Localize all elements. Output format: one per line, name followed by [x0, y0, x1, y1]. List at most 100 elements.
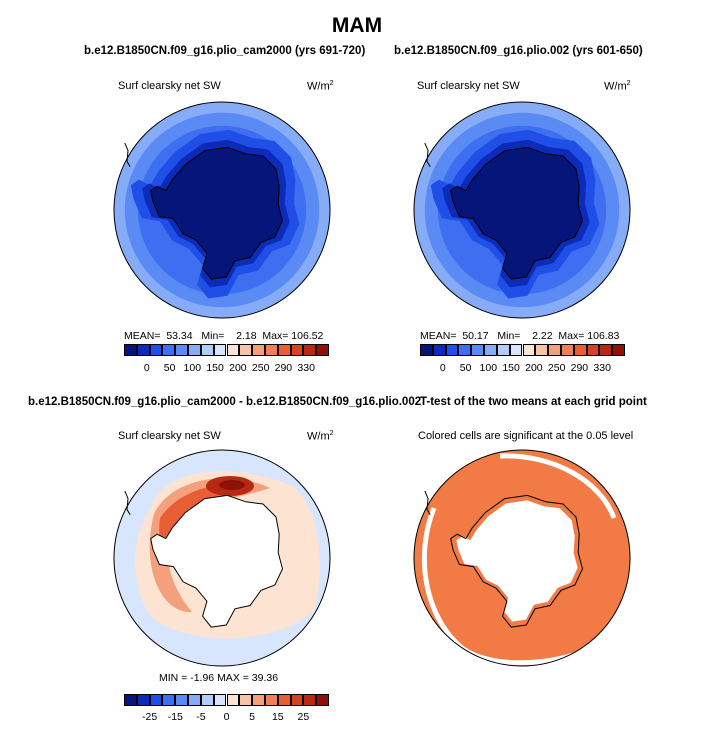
panel2-colorbar-cell — [471, 344, 485, 356]
panel2-colorbar-cell — [445, 344, 459, 356]
panel2-map-border — [413, 101, 631, 319]
panel1-colorbar-cell — [264, 344, 278, 356]
panel1-colorbar-cell — [149, 344, 163, 356]
panel2-mean-value: 50.17 — [462, 330, 489, 342]
panel2-colorbar-tick: 150 — [502, 362, 520, 374]
panel1-colorbar-tick: 200 — [229, 362, 247, 374]
panel1-colorbar-cell — [316, 344, 329, 356]
panel4-map-border — [413, 449, 631, 667]
panel1-min-value: 2.18 — [236, 330, 257, 342]
panel3-colorbar-cell — [316, 694, 329, 706]
panel3-colorbar-cell — [175, 694, 189, 706]
panel2-colorbar-cell — [599, 344, 613, 356]
panel1-colorbar-tick: 330 — [297, 362, 315, 374]
panel1-case-title: b.e12.B1850CN.f09_g16.plio_cam2000 (yrs … — [84, 45, 366, 57]
panel3-colorbar-cell — [149, 694, 163, 706]
panel3-strong-warm-band — [159, 484, 252, 542]
panel1-colorbar-cell — [277, 344, 291, 356]
panel1-colorbar-tick: 290 — [274, 362, 293, 374]
panel1-colorbar-tick: 0 — [143, 362, 150, 374]
panel2-colorbar-cell — [432, 344, 446, 356]
panel1-colorbar-cell — [136, 344, 150, 356]
panel2-colorbar-tick: 290 — [570, 362, 589, 374]
panel2-colorbar-cell — [522, 344, 536, 356]
panel2-colorbar-cell — [420, 344, 433, 356]
panel2-colorbar-tick: 100 — [479, 362, 498, 374]
panel3-colorbar-cell — [290, 694, 304, 706]
panel1-colorbar-tick: 100 — [183, 362, 202, 374]
panel3-colorbar-cell — [277, 694, 291, 706]
panel2-colorbar-cell — [612, 344, 625, 356]
panel1-units: W/m2 — [307, 80, 334, 93]
panel2-colorbar-cell — [458, 344, 472, 356]
panel2-colorbar-cell — [560, 344, 574, 356]
panel2-colorbar-cell — [586, 344, 600, 356]
panel1-colorbar-ticks: 0 50 100 150 200 250 290 330 — [124, 362, 329, 376]
panel1-colorbar-tick: 250 — [251, 362, 270, 374]
panel1-colorbar-cell — [303, 344, 317, 356]
panel2-antarctica — [450, 146, 584, 280]
panel3-colorbar-cell — [303, 694, 317, 706]
panel1-mean-value: 53.34 — [166, 330, 193, 342]
panel1-colorbar-cell — [188, 344, 201, 356]
panel1-antarctica — [150, 146, 284, 280]
panel2-colorbar-tick: 250 — [547, 362, 566, 374]
panel2-colorbar-tick: 330 — [593, 362, 611, 374]
panel1-colorbar-cell — [252, 344, 265, 356]
panel3-max-region — [219, 480, 245, 490]
panel3-colorbar-cell — [252, 694, 265, 706]
panel2-colorbar-ticks: 0 50 100 150 200 250 290 330 — [420, 362, 625, 376]
panel2-colorbar-cell — [509, 344, 523, 356]
panel2-stats: MEAN= 50.17 Min= 2.22 Max= 106.83 — [420, 330, 620, 342]
panel1-max-value: 106.52 — [291, 330, 324, 342]
panel1-colorbar-cell — [175, 344, 189, 356]
panel3-colorbar-tick: -5 — [196, 711, 206, 723]
panel1-colorbar-cell — [213, 344, 227, 356]
panel4-nonsig-arc-north — [499, 453, 617, 519]
panel3-colorbar-cell — [124, 694, 137, 706]
panel2-max-value: 106.83 — [587, 330, 620, 342]
panel1-colorbar-cell — [124, 344, 137, 356]
panel2-colorbar-tick: 0 — [439, 362, 446, 374]
panel3-colorbar-cell — [264, 694, 278, 706]
panel3-colorbar-cell — [226, 694, 240, 706]
panel2-colorbar-cell — [484, 344, 497, 356]
panel2-south-america-coast — [424, 142, 431, 168]
panel3-colorbar-cell — [188, 694, 201, 706]
panel3-colorbar-tick: 25 — [297, 711, 310, 723]
panel3-colorbar-cell — [200, 694, 214, 706]
panel4-title: T-test of the two means at each grid poi… — [420, 396, 647, 408]
panel4-south-america-coast — [424, 490, 431, 516]
panel3-map-border — [113, 449, 331, 667]
panel1-colorbar-tick: 150 — [206, 362, 224, 374]
panel1-colorbar-cell — [162, 344, 176, 356]
panel3-colorbar-ticks: -25 -15 -5 0 5 15 25 — [124, 711, 329, 725]
panel2-colorbar-cell — [573, 344, 587, 356]
panel2-min-value: 2.22 — [532, 330, 553, 342]
panel1-south-america-coast — [124, 142, 131, 168]
panel3-colorbar-tick: 5 — [249, 711, 256, 723]
panel3-variable-label: Surf clearsky net SW — [118, 430, 221, 442]
panel3-units: W/m2 — [307, 430, 334, 443]
panel3-colorbar-tick: -15 — [167, 711, 183, 723]
panel3-colorbar-tick: 15 — [271, 711, 284, 723]
panel4-nonsig-interior — [456, 500, 578, 622]
panel3-colorbar-cell — [136, 694, 150, 706]
panel1-stats: MEAN= 53.34 Min= 2.18 Max= 106.52 — [124, 330, 324, 342]
panel3-colorbar-cell — [239, 694, 253, 706]
page-title: MAM — [331, 14, 383, 37]
panel3-case-title: b.e12.B1850CN.f09_g16.plio_cam2000 - b.e… — [28, 396, 422, 408]
panel1-colorbar-cell — [200, 344, 214, 356]
panel3-colorbar-tick: -25 — [142, 711, 158, 723]
panel4-antarctica — [450, 494, 584, 628]
panel3-antarctica — [150, 494, 284, 628]
panel2-variable-label: Surf clearsky net SW — [417, 80, 520, 92]
panel3-colorbar-cell — [162, 694, 176, 706]
panel1-variable-label: Surf clearsky net SW — [118, 80, 221, 92]
panel2-colorbar-cell — [496, 344, 510, 356]
panel1-colorbar-tick: 50 — [163, 362, 176, 374]
panel3-south-america-coast — [124, 490, 131, 516]
panel1-colorbar-cell — [239, 344, 253, 356]
panel4-subtitle: Colored cells are significant at the 0.0… — [418, 430, 634, 442]
